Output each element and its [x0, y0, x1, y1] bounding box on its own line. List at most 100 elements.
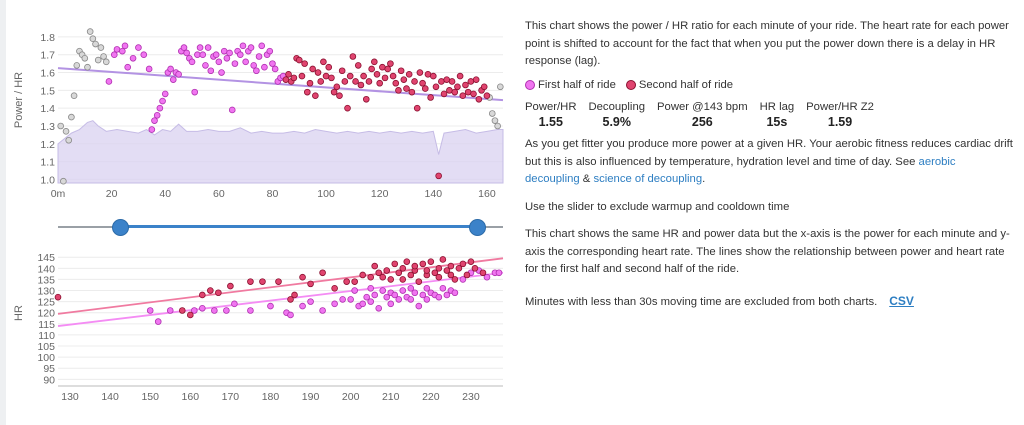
data-point — [430, 72, 437, 80]
x-tick-label: 60 — [213, 188, 225, 200]
data-point — [423, 285, 431, 292]
science-of-decoupling-link[interactable]: science of decoupling — [593, 173, 703, 185]
chart1-description: This chart shows the power / HR ratio fo… — [525, 20, 1009, 67]
data-point — [408, 88, 416, 96]
data-point — [400, 76, 408, 83]
y-tick-label: 145 — [37, 252, 55, 264]
data-point — [325, 63, 333, 71]
data-point — [317, 78, 325, 85]
data-point — [223, 307, 230, 314]
legend-second-half[interactable]: Second half of ride — [625, 77, 733, 95]
x-tick-label: 200 — [342, 391, 360, 403]
data-point — [451, 276, 459, 283]
data-point — [413, 104, 421, 112]
slider-selected-range — [119, 225, 477, 228]
left-border — [0, 0, 6, 425]
data-point — [275, 278, 282, 285]
data-point — [231, 60, 239, 67]
y-tick-label: 120 — [37, 308, 55, 320]
data-point — [223, 54, 231, 62]
data-point — [475, 95, 483, 103]
x-tick-label: 0m — [51, 188, 66, 200]
data-point — [314, 69, 322, 76]
x-tick-label: 140 — [101, 391, 119, 403]
data-point — [365, 78, 373, 85]
data-point — [92, 40, 99, 48]
footnote: Minutes with less than 30s moving time a… — [525, 293, 1013, 312]
data-point — [497, 83, 504, 91]
data-point — [287, 311, 294, 319]
footnote-text: Minutes with less than 30s moving time a… — [525, 295, 878, 308]
slider-handle-start[interactable] — [111, 219, 129, 236]
data-point — [154, 318, 162, 325]
data-point — [312, 92, 319, 100]
data-point — [191, 307, 198, 314]
data-point — [86, 28, 94, 35]
data-point — [371, 291, 379, 299]
data-point — [389, 72, 397, 80]
data-point — [54, 293, 62, 301]
scatter-points — [54, 256, 503, 325]
data-point — [451, 88, 459, 96]
data-point — [153, 111, 161, 119]
data-point — [331, 285, 338, 292]
data-point — [220, 47, 228, 55]
data-point — [494, 122, 501, 130]
csv-download-link[interactable]: CSV — [889, 293, 914, 308]
data-point — [387, 276, 395, 283]
data-point — [435, 273, 443, 281]
data-point — [70, 92, 78, 100]
data-point — [194, 51, 201, 59]
legend-first-half[interactable]: First half of ride — [525, 77, 616, 95]
data-point — [367, 285, 375, 292]
x-tick-label: 130 — [61, 391, 79, 403]
data-point — [57, 122, 64, 130]
data-point — [462, 81, 469, 89]
y-tick-label: 1.2 — [40, 139, 55, 151]
data-point — [352, 78, 359, 85]
data-point — [290, 74, 298, 82]
data-point — [480, 83, 488, 91]
data-point — [360, 72, 367, 80]
data-point — [397, 67, 405, 75]
data-point — [432, 83, 440, 91]
aerobic-decoupling-link[interactable]: aerobic decoupling — [525, 155, 956, 186]
data-point — [247, 278, 254, 285]
data-point — [383, 267, 391, 274]
data-point — [231, 300, 238, 308]
y-tick-label: 100 — [37, 352, 55, 364]
y-tick-label: 1.7 — [40, 50, 55, 62]
data-point — [247, 44, 255, 51]
data-point — [367, 273, 375, 281]
data-point — [191, 88, 199, 96]
data-point — [407, 296, 415, 303]
data-point — [472, 76, 480, 83]
data-point — [307, 280, 314, 288]
data-point — [362, 95, 370, 103]
x-tick-label: 150 — [141, 391, 159, 403]
data-point — [287, 296, 294, 303]
data-point — [456, 72, 464, 80]
data-point — [196, 44, 204, 51]
data-point — [351, 287, 358, 294]
data-point — [242, 58, 249, 66]
data-point — [258, 42, 266, 50]
data-point — [359, 271, 366, 279]
data-point — [94, 56, 102, 64]
range-slider[interactable] — [58, 217, 503, 237]
data-point — [188, 58, 196, 66]
slider-handle-end[interactable] — [468, 219, 486, 236]
data-point — [375, 269, 383, 277]
data-point — [405, 71, 413, 78]
data-point — [166, 307, 174, 314]
stat-value: 256 — [691, 115, 713, 129]
data-point — [363, 293, 370, 301]
data-point — [301, 60, 308, 67]
data-point — [60, 177, 67, 185]
data-point — [183, 49, 190, 57]
data-point — [175, 71, 182, 78]
x-tick-label: 140 — [425, 188, 443, 200]
data-point — [419, 260, 427, 268]
data-point — [89, 35, 97, 42]
